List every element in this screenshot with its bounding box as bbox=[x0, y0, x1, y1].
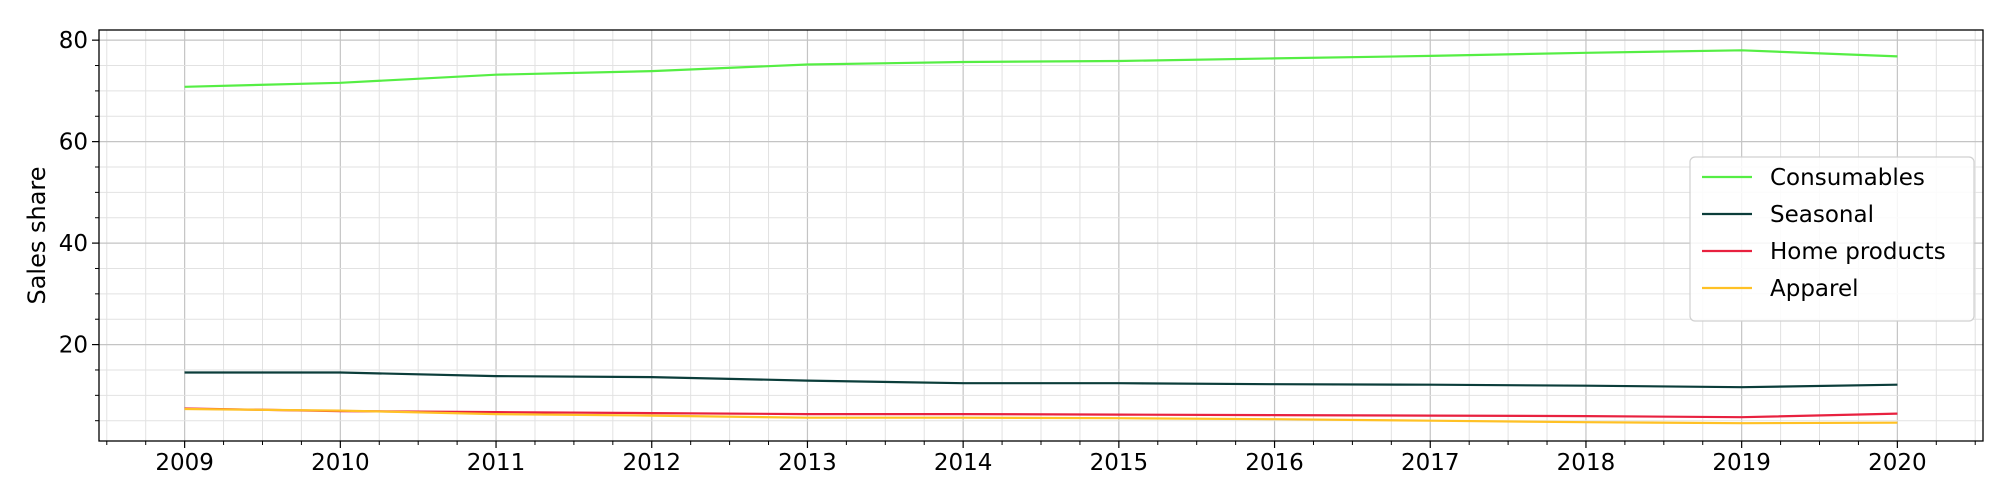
x-tick-label: 2013 bbox=[778, 450, 837, 476]
series-lines bbox=[184, 49, 1898, 425]
x-tick-label: 2016 bbox=[1245, 450, 1304, 476]
y-axis-label: Sales share bbox=[23, 166, 51, 304]
y-tick-label: 20 bbox=[59, 333, 88, 359]
x-tick-label: 2009 bbox=[155, 450, 214, 476]
y-tick-label: 80 bbox=[59, 28, 88, 54]
series-line-seasonal bbox=[184, 371, 1898, 389]
x-tick-label: 2010 bbox=[311, 450, 370, 476]
x-tick-label: 2014 bbox=[934, 450, 993, 476]
series-line-consumables bbox=[184, 49, 1898, 88]
y-tick-label: 60 bbox=[59, 130, 88, 156]
legend: Consumables Seasonal Home products Apparel bbox=[1689, 156, 1975, 322]
x-tick-label: 2019 bbox=[1712, 450, 1771, 476]
legend-label: Home products bbox=[1770, 239, 1946, 265]
x-tick-label: 2011 bbox=[467, 450, 526, 476]
x-tick-label: 2012 bbox=[622, 450, 681, 476]
legend-label: Apparel bbox=[1770, 276, 1859, 302]
axis-ticks: 2009 2010 2011 2012 2013 2014 2015 2016 2017 2018… bbox=[59, 28, 1976, 476]
legend-frame bbox=[1689, 156, 1975, 322]
legend-label: Consumables bbox=[1770, 165, 1925, 191]
series-line-apparel bbox=[184, 407, 1898, 425]
legend-label: Seasonal bbox=[1770, 202, 1874, 228]
x-tick-label: 2017 bbox=[1401, 450, 1460, 476]
x-tick-label: 2018 bbox=[1557, 450, 1616, 476]
grid-layer bbox=[99, 30, 1983, 441]
series-line-home-products bbox=[184, 407, 1898, 419]
x-tick-label: 2015 bbox=[1090, 450, 1149, 476]
x-tick-label: 2020 bbox=[1868, 450, 1927, 476]
y-tick-label: 40 bbox=[59, 231, 88, 257]
